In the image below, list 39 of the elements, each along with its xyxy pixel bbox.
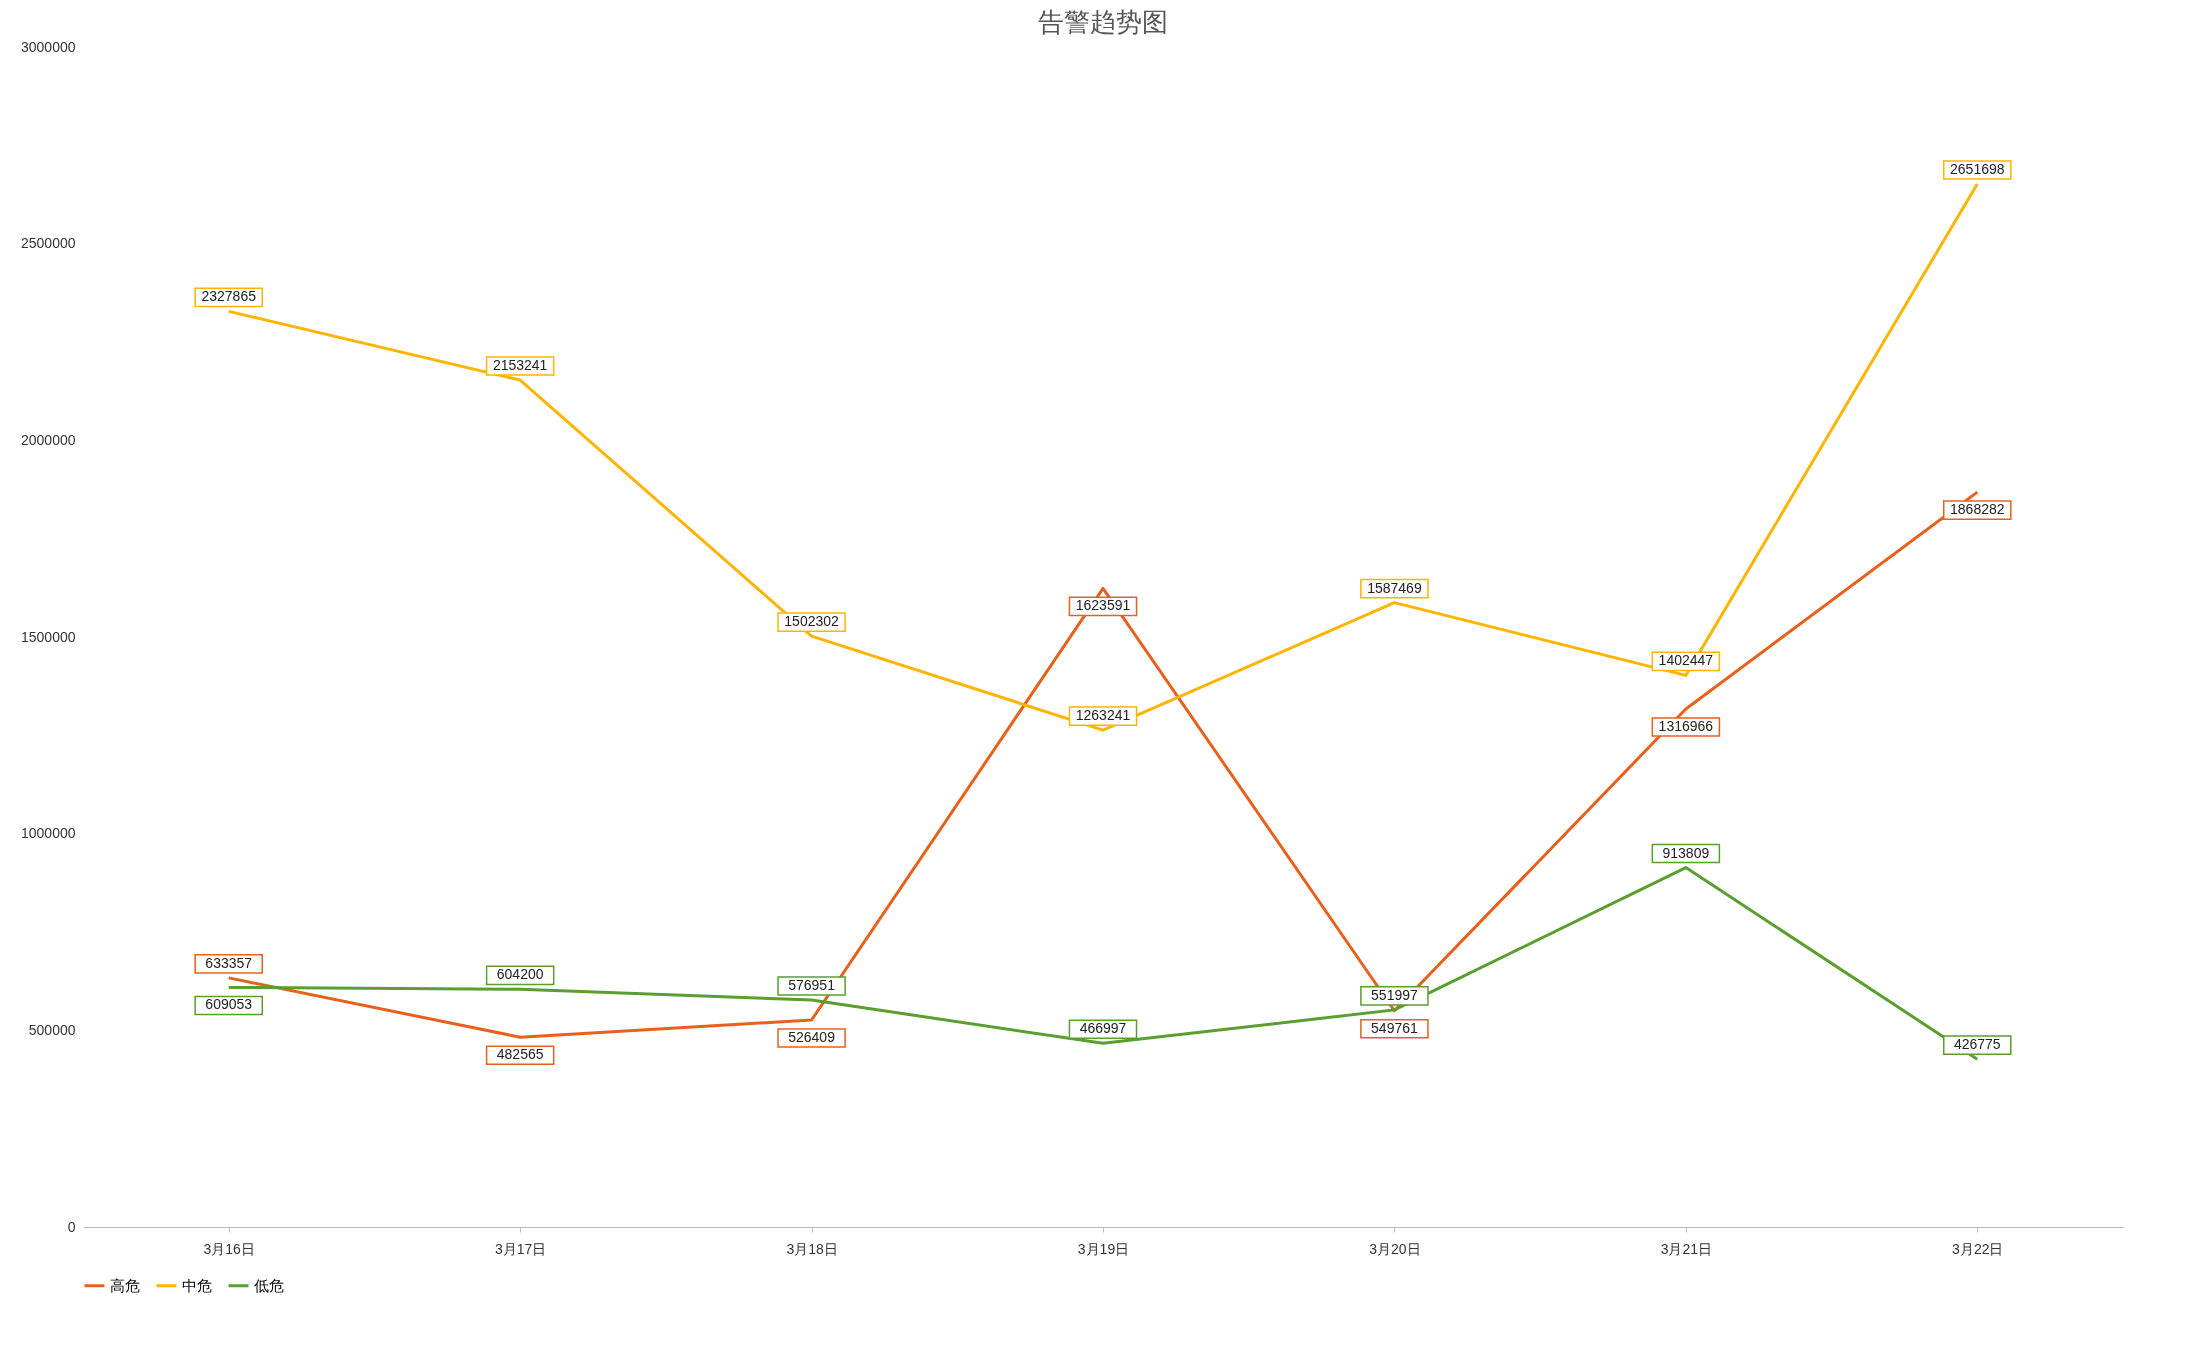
data-label: 2651698 (1950, 161, 2005, 177)
y-tick-label: 2000000 (20, 431, 76, 448)
data-label: 1316966 (1658, 717, 1714, 734)
data-label: 1587469 (1367, 579, 1422, 596)
x-tick-label: 3月21日 (1660, 1240, 1713, 1257)
data-label: 549761 (1371, 1019, 1418, 1036)
data-label: 2327865 (201, 288, 257, 305)
legend-label: 中危 (182, 1276, 212, 1294)
x-tick-label: 3月17日 (494, 1240, 547, 1257)
y-tick-label: 1500000 (20, 628, 76, 645)
x-tick-label: 3月22日 (1952, 1240, 2004, 1257)
x-tick-label: 3月20日 (1369, 1240, 1421, 1257)
data-label: 1502302 (784, 613, 840, 630)
data-label: 1868282 (1950, 501, 2005, 518)
data-label: 609053 (205, 996, 253, 1013)
y-tick-label: 500000 (28, 1021, 76, 1038)
y-tick-label: 2500000 (20, 235, 76, 252)
data-label: 1402447 (1658, 652, 1714, 669)
legend-label: 低危 (254, 1276, 284, 1294)
y-tick-label: 1000000 (20, 825, 76, 842)
data-label: 913809 (1662, 844, 1710, 861)
legend-label: 高危 (110, 1276, 140, 1294)
data-label: 466997 (1079, 1020, 1127, 1037)
data-label: 1263241 (1075, 707, 1131, 724)
data-label: 576951 (788, 977, 836, 994)
x-tick-label: 3月18日 (786, 1240, 838, 1257)
data-label: 482565 (496, 1046, 544, 1063)
data-label: 633357 (205, 954, 253, 971)
data-label: 604200 (496, 966, 544, 983)
data-label: 526409 (788, 1028, 836, 1045)
y-tick-label: 3000000 (20, 38, 76, 55)
chart-title: 告警趋势图 (1038, 7, 1168, 37)
x-tick-label: 3月19日 (1077, 1240, 1130, 1257)
y-tick-label: 0 (67, 1218, 76, 1235)
data-label: 2153241 (492, 357, 548, 374)
data-label: 1623591 (1075, 597, 1131, 614)
data-label: 426775 (1953, 1036, 2001, 1053)
data-label: 551997 (1371, 986, 1418, 1003)
x-tick-label: 3月16日 (203, 1240, 255, 1257)
